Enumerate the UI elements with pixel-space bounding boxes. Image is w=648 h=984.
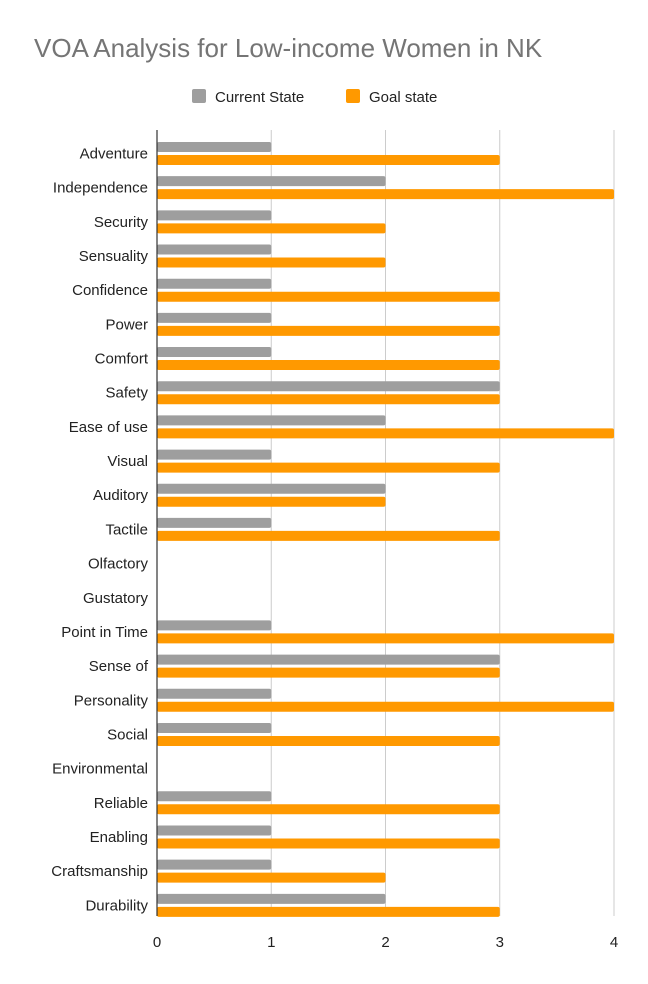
legend-label-current-state: Current State — [215, 89, 305, 106]
bar-current-state-point-in-time — [157, 620, 272, 631]
bar-current-state-reliable — [157, 791, 272, 802]
category-label-independence: Independence — [53, 180, 148, 197]
bar-goal-state-sensuality — [157, 257, 386, 268]
bar-current-state-social — [157, 722, 272, 733]
bar-goal-state-personality — [157, 701, 614, 712]
category-label-ease-of-use: Ease of use — [69, 419, 148, 436]
bar-goal-state-craftsmanship — [157, 872, 386, 883]
bar-goal-state-safety — [157, 394, 500, 405]
category-label-tactile: Tactile — [105, 521, 148, 538]
bar-current-state-tactile — [157, 517, 272, 528]
category-label-point-in-time: Point in Time — [61, 624, 148, 641]
category-label-reliable: Reliable — [94, 795, 148, 812]
bar-goal-state-comfort — [157, 360, 500, 371]
category-label-power: Power — [105, 316, 148, 333]
category-label-sensuality: Sensuality — [79, 248, 149, 265]
x-tick-label-4: 4 — [610, 934, 618, 951]
bar-current-state-comfort — [157, 347, 272, 358]
bar-goal-state-sense-of — [157, 667, 500, 678]
bar-current-state-independence — [157, 176, 386, 187]
bar-current-state-security — [157, 210, 272, 221]
bar-current-state-sensuality — [157, 244, 272, 255]
bar-current-state-sense-of — [157, 654, 500, 665]
category-label-adventure: Adventure — [80, 146, 148, 163]
category-label-sense-of: Sense of — [89, 658, 149, 675]
bar-current-state-confidence — [157, 278, 272, 289]
bar-goal-state-tactile — [157, 530, 500, 541]
bar-goal-state-auditory — [157, 496, 386, 507]
category-label-auditory: Auditory — [93, 487, 149, 504]
bar-current-state-enabling — [157, 825, 272, 836]
legend-swatch-goal-state — [346, 89, 360, 104]
bar-goal-state-adventure — [157, 155, 500, 165]
bar-current-state-power — [157, 312, 272, 323]
category-label-enabling: Enabling — [90, 829, 148, 846]
bar-current-state-durability — [157, 893, 386, 904]
bar-goal-state-independence — [157, 189, 614, 200]
category-label-social: Social — [107, 726, 148, 743]
chart-title: VOA Analysis for Low-income Women in NK — [34, 33, 543, 63]
category-label-craftsmanship: Craftsmanship — [51, 863, 148, 880]
bar-goal-state-security — [157, 223, 386, 234]
bar-goal-state-reliable — [157, 804, 500, 815]
bar-goal-state-visual — [157, 462, 500, 473]
bar-goal-state-ease-of-use — [157, 428, 614, 439]
x-tick-label-1: 1 — [267, 934, 275, 951]
category-label-security: Security — [94, 214, 149, 231]
category-label-gustatory: Gustatory — [83, 590, 149, 607]
bar-current-state-visual — [157, 449, 272, 460]
bar-current-state-safety — [157, 381, 500, 392]
bar-goal-state-durability — [157, 906, 500, 917]
category-label-personality: Personality — [74, 692, 149, 709]
category-label-safety: Safety — [105, 385, 148, 402]
category-label-confidence: Confidence — [72, 282, 148, 299]
bar-goal-state-confidence — [157, 291, 500, 302]
x-tick-label-3: 3 — [496, 934, 504, 951]
bar-current-state-adventure — [157, 142, 272, 152]
category-label-olfactory: Olfactory — [88, 556, 149, 573]
bar-goal-state-point-in-time — [157, 633, 614, 644]
legend-item-current-state: Current State — [192, 89, 304, 106]
x-tick-label-2: 2 — [381, 934, 389, 951]
bar-current-state-personality — [157, 688, 272, 699]
bar-current-state-auditory — [157, 483, 386, 494]
bar-goal-state-power — [157, 325, 500, 336]
category-label-comfort: Comfort — [95, 351, 149, 368]
legend-label-goal-state: Goal state — [369, 89, 438, 106]
bar-goal-state-social — [157, 735, 500, 746]
bar-current-state-ease-of-use — [157, 415, 386, 426]
category-label-visual: Visual — [107, 453, 148, 470]
legend-swatch-current-state — [192, 89, 206, 104]
x-tick-label-0: 0 — [153, 934, 161, 951]
bar-goal-state-enabling — [157, 838, 500, 849]
bar-current-state-craftsmanship — [157, 859, 272, 870]
category-label-environmental: Environmental — [52, 761, 148, 778]
category-label-durability: Durability — [85, 897, 148, 914]
legend-item-goal-state: Goal state — [346, 89, 437, 106]
